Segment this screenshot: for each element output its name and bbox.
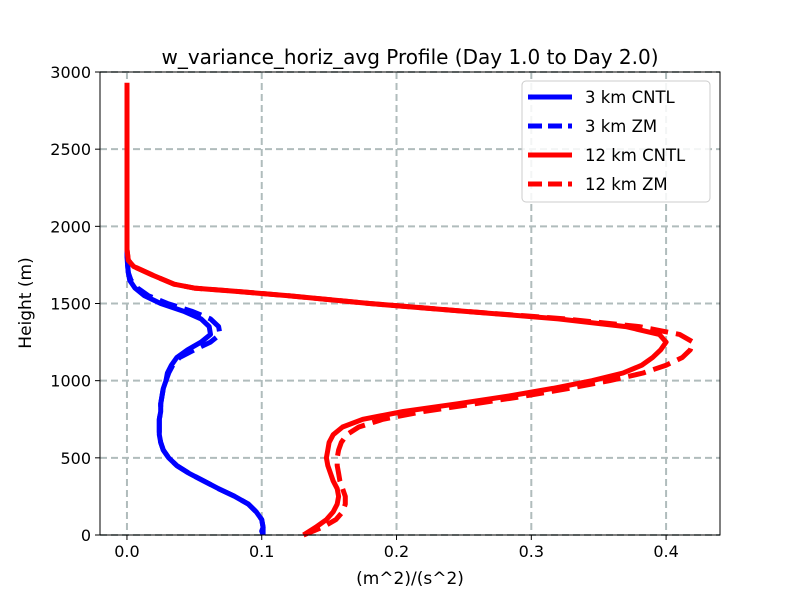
y-tick-label-1: 500 (60, 449, 91, 468)
x-tick-label-1: 0.1 (249, 542, 274, 561)
x-axis-title: (m^2)/(s^2) (356, 569, 464, 589)
y-tick-label-0: 0 (81, 526, 91, 545)
series-line-3-km-zm (124, 241, 266, 535)
legend-label-3-km-cntl: 3 km CNTL (585, 88, 676, 107)
y-tick-label-2: 1000 (50, 372, 91, 391)
series-group (124, 82, 696, 538)
x-tick-label-2: 0.2 (384, 542, 409, 561)
legend-label-3-km-zm: 3 km ZM (585, 117, 657, 136)
legend-label-12-km-cntl: 12 km CNTL (585, 146, 686, 165)
y-tick-label-3: 1500 (50, 295, 91, 314)
y-tick-label-5: 2500 (50, 140, 91, 159)
chart-title: w_variance_horiz_avg Profile (Day 1.0 to… (161, 45, 658, 69)
x-tick-label-4: 0.4 (653, 542, 678, 561)
y-tick-label-4: 2000 (50, 217, 91, 236)
y-tick-label-6: 3000 (50, 63, 91, 82)
legend-box (521, 80, 711, 203)
y-axis: 0 500 1000 1500 2000 2500 3000 (50, 63, 100, 545)
series-line-12-km-zm (124, 82, 696, 538)
legend-label-12-km-zm: 12 km ZM (585, 175, 668, 194)
y-axis-title: Height (m) (16, 257, 36, 348)
legend: 3 km CNTL 3 km ZM 12 km CNTL 12 km ZM (521, 80, 711, 203)
x-axis: 0.0 0.1 0.2 0.3 0.4 (114, 535, 679, 561)
x-tick-label-3: 0.3 (519, 542, 544, 561)
x-tick-label-0: 0.0 (114, 542, 139, 561)
